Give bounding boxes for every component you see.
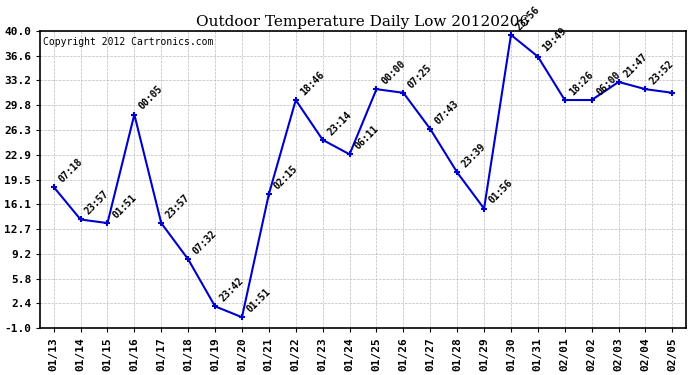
Text: 07:43: 07:43 (433, 98, 461, 126)
Text: 07:32: 07:32 (191, 229, 219, 256)
Text: 06:11: 06:11 (353, 124, 380, 152)
Title: Outdoor Temperature Daily Low 20120206: Outdoor Temperature Daily Low 20120206 (197, 15, 530, 29)
Text: 18:26: 18:26 (568, 69, 595, 97)
Text: 23:42: 23:42 (218, 276, 246, 303)
Text: 00:00: 00:00 (380, 58, 407, 86)
Text: 23:57: 23:57 (164, 192, 192, 220)
Text: 00:05: 00:05 (137, 84, 165, 112)
Text: 23:39: 23:39 (460, 142, 488, 170)
Text: 06:00: 06:00 (595, 69, 622, 97)
Text: 23:14: 23:14 (326, 109, 353, 137)
Text: 02:15: 02:15 (272, 164, 299, 191)
Text: 23:52: 23:52 (649, 58, 676, 86)
Text: Copyright 2012 Cartronics.com: Copyright 2012 Cartronics.com (43, 37, 214, 47)
Text: 01:51: 01:51 (110, 192, 138, 220)
Text: 07:25: 07:25 (406, 62, 434, 90)
Text: 01:56: 01:56 (487, 178, 515, 206)
Text: 23:56: 23:56 (514, 4, 542, 32)
Text: 07:18: 07:18 (57, 156, 84, 184)
Text: 01:51: 01:51 (245, 286, 273, 314)
Text: 18:46: 18:46 (299, 69, 326, 97)
Text: 23:57: 23:57 (83, 189, 111, 217)
Text: 21:47: 21:47 (622, 51, 649, 79)
Text: 19:49: 19:49 (541, 26, 569, 54)
